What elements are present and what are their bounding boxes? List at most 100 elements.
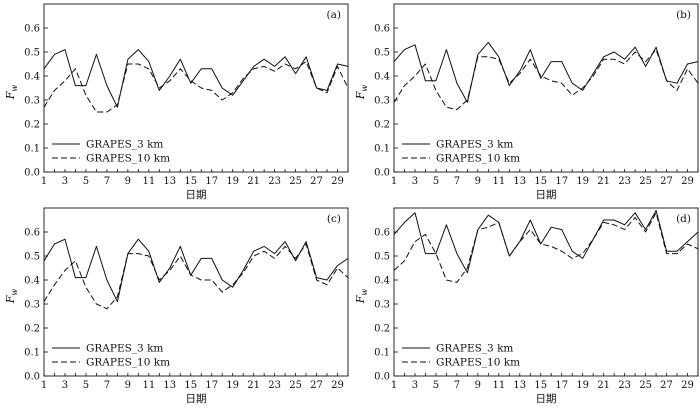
chart-panel-4: 0.00.10.20.30.40.50.61 3 5 7 9 11 13 15 17 19 21 23…: [354, 207, 699, 405]
x-tick-label: 3: [62, 380, 68, 391]
x-tick-label: 15: [534, 176, 547, 187]
x-tick-label: 17: [555, 176, 568, 187]
y-tick-label: 0.2: [24, 324, 40, 335]
series-line-grapes-10km: [43, 61, 349, 113]
plot-frame: [393, 207, 699, 377]
x-tick-label: 7: [454, 176, 460, 187]
x-axis-title: 日期: [536, 393, 557, 405]
legend-label: GRAPES_10 km: [86, 357, 170, 369]
series-line-grapes-10km: [393, 212, 699, 283]
x-tick-label: 19: [226, 380, 239, 391]
x-tick-label: 29: [681, 380, 694, 391]
x-tick-label: 29: [681, 176, 694, 187]
x-tick-label: 1: [41, 176, 47, 187]
y-tick-label: 0.3: [374, 96, 390, 107]
x-tick-label: 7: [454, 380, 460, 391]
x-tick-label: 23: [618, 380, 631, 391]
panel-label: (d): [676, 213, 691, 225]
x-tick-label: 5: [83, 176, 89, 187]
legend-label: GRAPES_3 km: [86, 139, 163, 151]
series-line-grapes-3km: [393, 41, 699, 103]
panel-label: (a): [327, 9, 341, 21]
x-tick-label: 17: [205, 176, 218, 187]
x-tick-label: 25: [289, 176, 302, 187]
series-line-grapes-3km: [43, 49, 349, 108]
x-tick-label: 13: [163, 176, 176, 187]
x-tick-label: 9: [125, 380, 131, 391]
y-tick-label: 0.3: [24, 96, 40, 107]
series-line-grapes-10km: [393, 49, 699, 111]
y-tick-label: 0.5: [374, 48, 390, 59]
x-tick-label: 1: [391, 380, 397, 391]
legend-label: GRAPES_10 km: [436, 153, 520, 165]
y-axis-title-sub: w: [10, 289, 19, 296]
x-tick-label: 7: [104, 176, 110, 187]
series-line-grapes-10km: [43, 243, 349, 310]
plot-frame: [393, 3, 699, 173]
panel-label: (b): [676, 9, 691, 21]
y-tick-label: 0.4: [374, 72, 390, 83]
y-axis-title-sub: w: [10, 85, 19, 92]
y-tick-label: 0.6: [24, 228, 40, 239]
x-tick-label: 21: [597, 380, 610, 391]
x-tick-label: 3: [412, 380, 418, 391]
x-tick-label: 21: [247, 380, 260, 391]
x-tick-label: 13: [513, 380, 526, 391]
y-tick-label: 0.3: [24, 300, 40, 311]
y-tick-label: 0.4: [24, 72, 40, 83]
y-tick-label: 0.2: [374, 120, 390, 131]
x-tick-label: 19: [576, 380, 589, 391]
legend-label: GRAPES_10 km: [86, 153, 170, 165]
x-tick-label: 13: [163, 380, 176, 391]
x-tick-label: 15: [184, 380, 197, 391]
x-tick-label: 19: [226, 176, 239, 187]
y-tick-label: 0.0: [374, 168, 390, 179]
y-tick-label: 0.1: [374, 144, 390, 155]
y-axis-title-main: F: [354, 91, 367, 100]
y-axis-title: Fw: [4, 85, 19, 101]
x-axis-title: 日期: [536, 189, 557, 201]
y-tick-label: 0.4: [24, 276, 40, 287]
panel-label: (c): [327, 213, 341, 225]
x-tick-label: 27: [310, 380, 323, 391]
x-tick-label: 25: [289, 380, 302, 391]
x-tick-label: 23: [618, 176, 631, 187]
y-tick-label: 0.1: [374, 348, 390, 359]
series-line-grapes-3km: [393, 209, 699, 274]
y-tick-label: 0.0: [24, 372, 40, 383]
x-tick-label: 21: [597, 176, 610, 187]
x-tick-label: 15: [534, 380, 547, 391]
y-axis-title: Fw: [354, 85, 369, 101]
x-tick-label: 11: [492, 176, 505, 187]
x-tick-label: 23: [268, 176, 281, 187]
x-tick-label: 11: [142, 380, 155, 391]
x-tick-label: 9: [125, 176, 131, 187]
x-tick-label: 1: [41, 380, 47, 391]
y-axis-title-main: F: [354, 295, 367, 304]
x-tick-label: 27: [310, 176, 323, 187]
x-tick-label: 9: [475, 176, 481, 187]
legend-label: GRAPES_10 km: [436, 357, 520, 369]
chart-panel-2: 0.00.10.20.30.40.50.61 3 5 7 9 11 13 15 17 19 21 23…: [354, 3, 699, 201]
y-tick-label: 0.1: [24, 348, 40, 359]
series-line-grapes-3km: [43, 238, 349, 303]
y-axis-title-sub: w: [360, 85, 369, 92]
x-tick-label: 3: [412, 176, 418, 187]
y-tick-label: 0.6: [24, 24, 40, 35]
x-tick-label: 3: [62, 176, 68, 187]
x-tick-label: 13: [513, 176, 526, 187]
y-axis-title-main: F: [4, 295, 17, 304]
plot-frame: [43, 207, 349, 377]
y-tick-label: 0.3: [374, 300, 390, 311]
y-axis-title: Fw: [354, 289, 369, 305]
y-tick-label: 0.6: [374, 228, 390, 239]
x-axis-title: 日期: [186, 393, 207, 405]
y-axis-title-main: F: [4, 91, 17, 100]
y-tick-label: 0.1: [24, 144, 40, 155]
chart-panel-1: 0.00.10.20.30.40.50.61 3 5 7 9 11 13 15 17 19 21 23…: [4, 3, 349, 201]
legend-label: GRAPES_3 km: [436, 343, 513, 355]
y-axis-title-sub: w: [360, 289, 369, 296]
y-tick-label: 0.2: [374, 324, 390, 335]
legend-label: GRAPES_3 km: [436, 139, 513, 151]
